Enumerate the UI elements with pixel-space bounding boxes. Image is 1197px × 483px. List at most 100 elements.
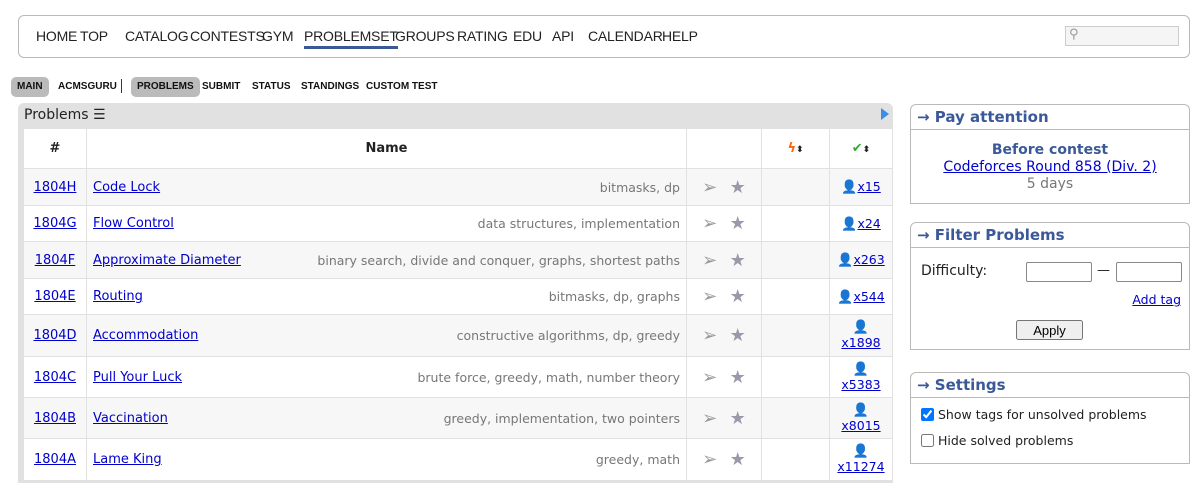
difficulty-cell xyxy=(761,278,830,315)
solved-count-link[interactable]: x11274 xyxy=(837,459,885,474)
col-solved[interactable]: ✔⬍ xyxy=(829,128,893,169)
sort-icon: ⬍ xyxy=(796,145,804,155)
solved-count-link[interactable]: x1898 xyxy=(841,335,881,350)
problem-tags: greedy, implementation, two pointers xyxy=(443,410,680,426)
user-icon: 👤 xyxy=(852,361,870,377)
show-tags-checkbox[interactable] xyxy=(921,408,934,421)
nav-calendar[interactable]: CALENDAR xyxy=(588,28,663,44)
favorite-star-icon[interactable]: ★ xyxy=(729,213,746,234)
box-title: → Pay attention xyxy=(911,105,1189,130)
expand-arrow-icon[interactable] xyxy=(881,108,889,120)
problem-name-link[interactable]: Routing xyxy=(93,289,143,304)
problem-id-link[interactable]: 1804G xyxy=(33,216,77,231)
submenu-custom-test[interactable]: CUSTOM TEST xyxy=(366,81,438,92)
nav-help[interactable]: HELP xyxy=(662,28,698,44)
problem-tags: binary search, divide and conquer, graph… xyxy=(317,252,680,268)
problem-name-link[interactable]: Code Lock xyxy=(93,179,161,195)
favorite-star-icon[interactable]: ★ xyxy=(729,286,746,307)
nav-groups[interactable]: GROUPS xyxy=(395,28,455,44)
submit-icon[interactable]: ➢ xyxy=(702,213,718,234)
show-tags-label: Show tags for unsolved problems xyxy=(938,407,1147,422)
solved-count-link[interactable]: x24 xyxy=(857,215,881,231)
problem-tags: bitmasks, dp xyxy=(599,179,680,195)
nav-catalog[interactable]: CATALOG xyxy=(125,28,189,44)
submenu-submit[interactable]: SUBMIT xyxy=(202,81,241,92)
submenu-acmsguru[interactable]: ACMSGURU xyxy=(58,81,117,92)
pay-attention-box: → Pay attention Before contest Codeforce… xyxy=(910,104,1190,204)
problem-id-link[interactable]: 1804E xyxy=(34,289,76,304)
contest-link[interactable]: Codeforces Round 858 (Div. 2) xyxy=(943,159,1157,175)
submenu-main[interactable]: MAIN xyxy=(11,77,49,97)
problem-id-link[interactable]: 1804H xyxy=(33,179,77,195)
submit-icon[interactable]: ➢ xyxy=(702,249,718,271)
nav-gym[interactable]: GYM xyxy=(262,28,294,44)
problem-name-link[interactable]: Lame King xyxy=(93,452,162,467)
user-icon: 👤 xyxy=(852,402,870,418)
apply-button[interactable]: Apply xyxy=(1016,320,1083,340)
submenu-standings[interactable]: STANDINGS xyxy=(301,81,360,92)
problem-id-link[interactable]: 1804A xyxy=(34,452,76,467)
search-input[interactable]: ⚲ xyxy=(1065,26,1179,46)
difficulty-max-input[interactable] xyxy=(1116,262,1182,282)
settings-box: → Settings Show tags for unsolved proble… xyxy=(910,372,1190,464)
favorite-star-icon[interactable]: ★ xyxy=(729,325,746,346)
user-icon: 👤 xyxy=(841,216,858,232)
dash: — xyxy=(1097,263,1110,278)
table-row: 1804B Vaccination greedy, implementation,… xyxy=(23,397,893,439)
difficulty-cell xyxy=(761,356,830,398)
problem-tags: constructive algorithms, dp, greedy xyxy=(456,328,680,343)
favorite-star-icon[interactable]: ★ xyxy=(729,407,746,429)
search-icon: ⚲ xyxy=(1069,27,1079,42)
col-difficulty[interactable]: ϟ⬍ xyxy=(761,128,830,169)
nav-rating[interactable]: RATING xyxy=(457,28,508,44)
nav-home[interactable]: HOME xyxy=(36,28,78,44)
solved-count-link[interactable]: x544 xyxy=(853,288,885,304)
nav-problemset[interactable]: PROBLEMSET xyxy=(304,28,398,49)
nav-top[interactable]: TOP xyxy=(80,28,108,44)
main-nav: ⚲ HOME TOP CATALOG CONTESTS GYM PROBLEMSET GRO… xyxy=(18,15,1190,58)
col-id[interactable]: # xyxy=(23,128,87,169)
user-icon: 👤 xyxy=(837,253,854,268)
submit-icon[interactable]: ➢ xyxy=(702,407,718,429)
submit-icon[interactable]: ➢ xyxy=(702,286,718,307)
nav-edu[interactable]: EDU xyxy=(513,28,542,44)
solved-count-link[interactable]: x8015 xyxy=(841,417,881,433)
favorite-star-icon[interactable]: ★ xyxy=(729,249,746,271)
nav-api[interactable]: API xyxy=(552,28,574,44)
problem-name-link[interactable]: Flow Control xyxy=(93,216,174,231)
problem-name-link[interactable]: Pull Your Luck xyxy=(93,369,183,385)
problem-name-link[interactable]: Vaccination xyxy=(93,410,168,426)
difficulty-min-input[interactable] xyxy=(1026,262,1092,282)
solved-count-link[interactable]: x15 xyxy=(857,179,881,194)
problem-id-link[interactable]: 1804B xyxy=(33,410,76,426)
problem-id-link[interactable]: 1804F xyxy=(34,252,76,268)
hide-solved-checkbox[interactable] xyxy=(921,434,934,447)
add-tag-link[interactable]: Add tag xyxy=(1132,292,1181,307)
problem-name-link[interactable]: Approximate Diameter xyxy=(93,252,241,268)
hide-solved-label: Hide solved problems xyxy=(938,433,1074,448)
col-name[interactable]: Name xyxy=(86,128,687,169)
problem-name-link[interactable]: Accommodation xyxy=(93,328,199,343)
solved-count-link[interactable]: x263 xyxy=(853,252,885,267)
submit-icon[interactable]: ➢ xyxy=(702,176,718,198)
favorite-star-icon[interactable]: ★ xyxy=(729,176,746,198)
problem-id-link[interactable]: 1804C xyxy=(33,369,77,385)
table-row: 1804D Accommodation constructive algorith… xyxy=(23,314,893,357)
table-row: 1804E Routing bitmasks, dp, graphs ➢ ★ 👤x… xyxy=(23,278,893,315)
nav-contests[interactable]: CONTESTS xyxy=(190,28,265,44)
favorite-star-icon[interactable]: ★ xyxy=(729,449,746,470)
submit-icon[interactable]: ➢ xyxy=(702,449,718,470)
favorite-star-icon[interactable]: ★ xyxy=(729,366,746,388)
col-actions xyxy=(686,128,762,169)
sort-icon: ⬍ xyxy=(862,145,871,155)
problems-panel: Problems ☰ # Name ϟ⬍ ✔⬍ 1804H Code Lock b… xyxy=(18,103,893,483)
problem-id-link[interactable]: 1804D xyxy=(33,328,77,343)
submenu-problems[interactable]: PROBLEMS xyxy=(131,77,200,97)
solved-count-link[interactable]: x5383 xyxy=(841,376,881,392)
list-icon[interactable]: ☰ xyxy=(92,107,106,123)
user-icon: 👤 xyxy=(837,289,854,305)
difficulty-label: Difficulty: xyxy=(921,263,988,279)
submit-icon[interactable]: ➢ xyxy=(702,366,718,388)
submit-icon[interactable]: ➢ xyxy=(702,325,718,346)
submenu-status[interactable]: STATUS xyxy=(252,81,291,92)
